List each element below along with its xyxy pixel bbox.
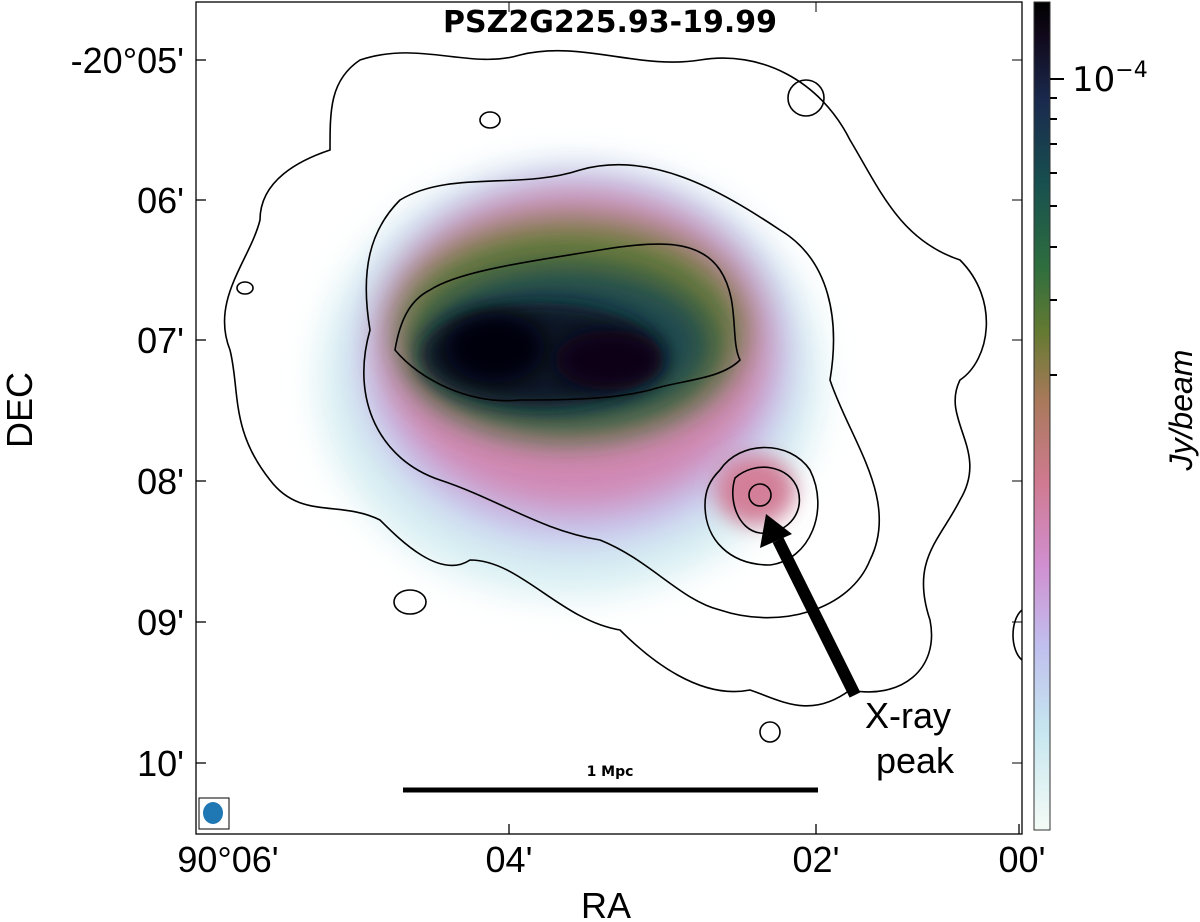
contour-blob	[479, 111, 501, 129]
x-tick-label: 04'	[486, 839, 533, 880]
x-tick-label: 02'	[793, 839, 840, 880]
plot-frame	[195, 1, 1023, 835]
emission-peak-right	[555, 330, 665, 390]
contour-blob	[787, 79, 825, 117]
x-axis: 90°06' 04' 02' 00' RA	[177, 2, 1045, 922]
y-tick-label: 07'	[137, 320, 184, 361]
y-tick-label: 08'	[137, 461, 184, 502]
y-tick-label: 10'	[137, 743, 184, 784]
contour-xray-peak-inner	[748, 483, 772, 507]
contour-outer	[223, 49, 988, 707]
annotation-arrow	[772, 537, 861, 698]
x-tick-label: 00'	[999, 839, 1046, 880]
annotation-label-line2: peak	[876, 740, 955, 781]
x-axis-label: RA	[581, 885, 631, 922]
emission-peak-left	[445, 313, 545, 383]
contour-blob	[236, 281, 254, 295]
y-axis: -20°05' 06' 07' 08' 09' 10' DEC	[0, 40, 1022, 784]
colorbar-minor-ticks	[1050, 97, 1057, 376]
colorbar-label: Jy/beam	[1163, 350, 1199, 472]
x-tick-label: 90°06'	[177, 839, 278, 880]
colorbar-tick-label: 10−4	[1072, 58, 1148, 100]
scale-bar-label: 1 Mpc	[587, 764, 634, 780]
contour-middle	[363, 163, 881, 619]
contour-blob	[759, 721, 781, 743]
colorbar-gradient	[1033, 1, 1051, 831]
arrow-head-icon	[760, 514, 792, 548]
contour-inner	[394, 243, 741, 402]
contour-blob	[393, 589, 427, 615]
y-tick-label: 06'	[137, 180, 184, 221]
annotation-label-line1: X-ray	[865, 695, 951, 736]
chart-title: PSZ2G225.93-19.99	[443, 5, 777, 40]
radio-emission-heatmap	[320, 165, 820, 595]
contour-edge	[1012, 609, 1022, 661]
beam-ellipse	[203, 802, 223, 824]
y-axis-label: DEC	[0, 372, 40, 448]
contour-xray-peak-mid	[731, 466, 801, 534]
colorbar: 10−4 Jy/beam	[1033, 1, 1199, 831]
emission-compact-source	[715, 455, 795, 525]
y-tick-label: -20°05'	[71, 40, 184, 81]
y-tick-label: 09'	[137, 602, 184, 643]
